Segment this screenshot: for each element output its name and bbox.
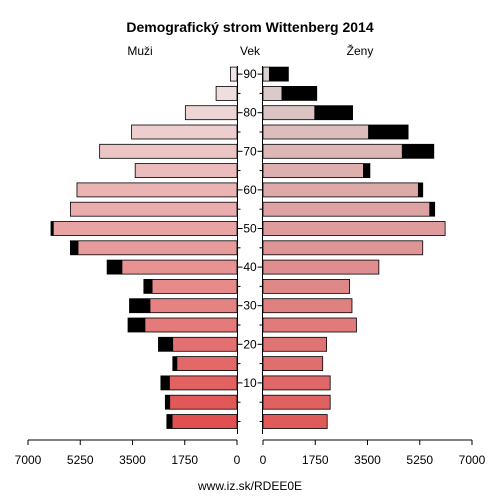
women-bar-40-44 — [262, 259, 380, 275]
men-bar-65-69 — [134, 163, 238, 179]
men-bar-0-4 — [166, 414, 238, 429]
women-bar-50-54 — [262, 221, 446, 236]
men-bar-10-14 — [160, 375, 238, 391]
women-bar-10-14 — [262, 375, 331, 391]
age-axis-label: Vek — [240, 44, 261, 58]
women-excess-bar-75-79 — [368, 125, 409, 139]
men-bar-15-19 — [172, 356, 238, 372]
women-bar-0-4 — [262, 414, 328, 429]
men-excess-bar-30-34 — [129, 298, 151, 313]
men-bar-60-64 — [76, 182, 238, 198]
women-bar-5-9 — [262, 394, 331, 410]
age-axis: 10 20 30 40 50 60 70 80 90 — [237, 66, 263, 434]
men-bar-45-49 — [69, 240, 238, 256]
men-bar-50-54 — [50, 221, 238, 236]
men-excess-bar-35-39 — [143, 279, 153, 294]
men-bar-55-59 — [69, 201, 238, 217]
age-tick-label: 30 — [243, 299, 257, 313]
men-bar-75-79 — [131, 124, 238, 140]
women-bar-45-49 — [262, 240, 424, 256]
women-label: Ženy — [347, 43, 374, 58]
chart-title: Demografický strom Wittenberg 2014 — [126, 19, 373, 35]
age-tick-label: 10 — [243, 376, 257, 390]
men-bar-70-74 — [99, 143, 238, 159]
women-bars — [262, 66, 446, 429]
men-x-tick-label: 0 — [234, 453, 241, 467]
women-excess-bar-70-74 — [401, 144, 434, 159]
source-label: www.iz.sk/RDEE0E — [197, 479, 302, 493]
women-excess-bar-85-89 — [281, 86, 317, 101]
age-tick-label: 60 — [243, 183, 257, 197]
women-bar-65-69 — [262, 163, 371, 179]
women-bar-30-34 — [262, 298, 353, 314]
women-excess-bar-90+ — [268, 67, 289, 82]
women-x-tick-label: 0 — [260, 453, 267, 467]
women-excess-bar-80-84 — [314, 105, 353, 120]
men-x-tick-label: 3500 — [119, 453, 146, 467]
age-tick-label: 20 — [243, 337, 257, 351]
age-tick-label: 40 — [243, 260, 257, 274]
age-tick-label: 90 — [243, 67, 257, 81]
men-excess-bar-40-44 — [107, 260, 123, 275]
men-excess-bar-20-24 — [158, 337, 174, 352]
men-bar-90+ — [230, 66, 238, 82]
women-x-tick-label: 7000 — [459, 453, 486, 467]
women-bar-60-64 — [262, 182, 424, 198]
men-excess-bar-25-29 — [128, 318, 146, 332]
women-bar-35-39 — [262, 278, 350, 294]
men-bar-85-89 — [215, 86, 238, 101]
men-bar-5-9 — [164, 394, 238, 410]
women-x-tick-label: 5250 — [406, 453, 433, 467]
age-tick-label: 50 — [243, 222, 257, 236]
women-x-tick-label: 1750 — [302, 453, 329, 467]
men-x-tick-label: 7000 — [15, 453, 42, 467]
age-tick-label: 70 — [243, 144, 257, 158]
women-bar-55-59 — [262, 201, 436, 217]
men-bars — [50, 66, 238, 429]
men-excess-bar-15-19 — [172, 356, 178, 371]
x-axis: 7000 5250 3500 1750 0 0 1750 3500 5250 7000 — [15, 439, 486, 467]
men-bar-80-84 — [184, 105, 238, 121]
men-excess-bar-45-49 — [70, 240, 79, 255]
men-excess-bar-50-54 — [50, 221, 54, 236]
men-excess-bar-10-14 — [160, 375, 170, 390]
men-bar-35-39 — [143, 278, 238, 294]
women-excess-bar-65-69 — [363, 163, 370, 178]
age-tick-label: 80 — [243, 106, 257, 120]
women-bar-20-24 — [262, 336, 327, 352]
men-label: Muži — [127, 44, 152, 58]
men-excess-bar-5-9 — [165, 395, 171, 410]
women-x-tick-label: 3500 — [354, 453, 381, 467]
women-excess-bar-60-64 — [417, 182, 423, 197]
women-bar-25-29 — [262, 317, 357, 333]
men-x-tick-label: 1750 — [171, 453, 198, 467]
men-bar-40-44 — [106, 259, 238, 275]
women-excess-bar-55-59 — [429, 202, 435, 217]
women-bar-15-19 — [262, 356, 324, 372]
men-excess-bar-0-4 — [166, 414, 173, 429]
men-x-tick-label: 5250 — [67, 453, 94, 467]
